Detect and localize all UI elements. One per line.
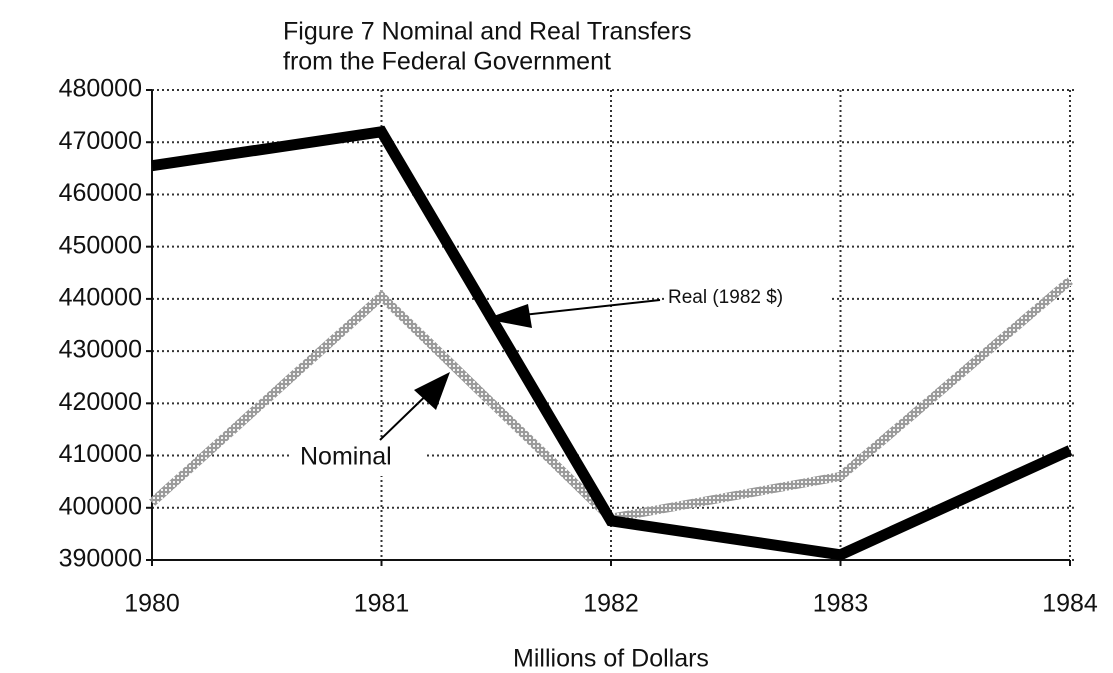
y-tick-label: 430000 (59, 336, 142, 364)
annotation: Real (1982 $) (668, 287, 783, 308)
y-tick-label: 390000 (59, 545, 142, 573)
x-tick-label: 1980 (124, 590, 180, 618)
y-tick-label: 410000 (59, 440, 142, 468)
y-tick-label: 450000 (59, 231, 142, 259)
x-tick-label: 1981 (354, 590, 410, 618)
y-tick-label: 470000 (59, 127, 142, 155)
x-tick-label: 1984 (1042, 590, 1098, 618)
y-tick-label: 480000 (59, 75, 142, 103)
lines (148, 125, 1073, 561)
y-tick-label: 440000 (59, 283, 142, 311)
y-tick-label: 420000 (59, 388, 142, 416)
annotation: Nominal (300, 443, 392, 471)
chart-title: Figure 7 Nominal and Real Transfers (283, 18, 692, 46)
x-tick-label: 1983 (813, 590, 869, 618)
x-axis-label: Millions of Dollars (513, 645, 709, 673)
grid (146, 89, 1075, 566)
label-bg (664, 282, 832, 314)
arrowhead (485, 304, 532, 328)
y-tick-label: 460000 (59, 179, 142, 207)
arrowhead (414, 372, 450, 410)
y-tick-label: 400000 (59, 492, 142, 520)
chart-title: from the Federal Government (283, 48, 611, 76)
x-tick-label: 1982 (583, 590, 639, 618)
label-bg (292, 440, 426, 476)
line-series (151, 125, 1073, 561)
